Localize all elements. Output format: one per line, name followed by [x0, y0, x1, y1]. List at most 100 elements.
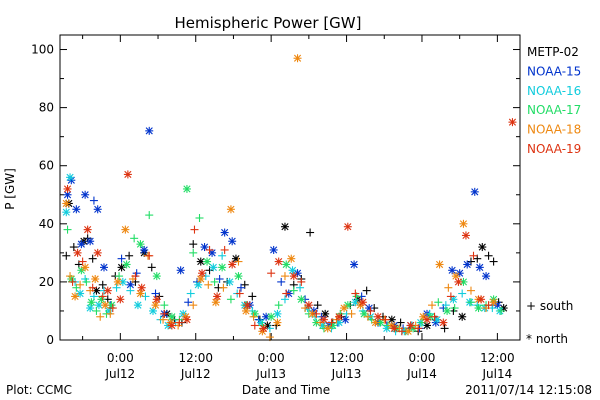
south-point-noaa-17 — [274, 301, 283, 310]
north-point-noaa-19 — [167, 321, 176, 330]
north-point-metp-02 — [458, 312, 467, 321]
north-point-noaa-19 — [182, 315, 191, 324]
south-point-noaa-18 — [347, 309, 356, 318]
north-point-noaa-19 — [390, 324, 399, 333]
south-point-noaa-18 — [76, 280, 85, 289]
north-point-noaa-15 — [86, 237, 95, 246]
north-point-noaa-19 — [335, 312, 344, 321]
y-tick-label: 20 — [39, 275, 54, 289]
north-point-noaa-18 — [101, 301, 110, 310]
north-point-noaa-18 — [121, 225, 130, 234]
south-point-noaa-15 — [215, 275, 224, 283]
north-point-noaa-15 — [93, 205, 102, 214]
north-point-noaa-15 — [448, 266, 457, 275]
south-point-noaa-17 — [115, 272, 124, 281]
y-tick-labels: 0 20 40 60 80 100 — [31, 43, 54, 347]
north-point-noaa-15 — [455, 269, 464, 278]
north-point-noaa-15 — [365, 304, 374, 313]
north-point-noaa-18 — [151, 301, 160, 310]
south-point-metp-02 — [489, 257, 498, 266]
north-point-noaa-19 — [213, 292, 222, 301]
south-point-noaa-19 — [220, 245, 229, 254]
north-point-noaa-15 — [341, 315, 350, 324]
north-point-noaa-17 — [167, 312, 176, 321]
north-point-noaa-15 — [220, 228, 229, 237]
south-point-metp-02 — [69, 243, 78, 252]
x-tick-date: Jul13 — [331, 367, 362, 381]
north-point-noaa-18 — [226, 205, 235, 214]
north-point-noaa-19 — [63, 184, 72, 193]
south-point-noaa-17 — [92, 306, 101, 315]
north-point-noaa-18 — [242, 306, 251, 315]
north-point-noaa-17 — [218, 263, 227, 272]
north-point-noaa-19 — [259, 324, 268, 333]
north-point-noaa-19 — [373, 312, 382, 321]
x-tick-time: 0:00 — [258, 351, 285, 365]
south-point-metp-02 — [362, 286, 371, 295]
north-point-noaa-19 — [152, 295, 161, 304]
north-point-noaa-19 — [289, 272, 298, 281]
south-point-noaa-16 — [126, 286, 135, 295]
north-point-noaa-19 — [103, 286, 112, 295]
north-point-noaa-18 — [273, 318, 282, 327]
north-point-noaa-17 — [152, 272, 161, 281]
north-point-metp-02 — [196, 257, 205, 266]
legend: METP-02 NOAA-15 NOAA-16 NOAA-17 NOAA-18 NOAA-… — [527, 45, 581, 156]
north-point-noaa-19 — [319, 315, 328, 324]
south-point-noaa-19 — [297, 277, 306, 286]
north-point-noaa-19 — [198, 269, 207, 278]
south-point-noaa-19 — [78, 257, 87, 266]
south-point-noaa-16 — [218, 251, 227, 260]
north-point-noaa-19 — [358, 298, 367, 307]
north-point-noaa-18 — [340, 304, 349, 313]
south-point-noaa-17 — [160, 301, 169, 310]
south-point-noaa-19 — [446, 292, 455, 301]
plot-frame — [59, 34, 521, 341]
north-point-noaa-15 — [72, 205, 81, 214]
south-point-noaa-17 — [189, 248, 198, 257]
north-point-noaa-15 — [475, 263, 484, 272]
y-tick-label: 0 — [46, 333, 54, 347]
north-point-noaa-17 — [182, 184, 191, 193]
south-point-noaa-19 — [131, 272, 140, 281]
south-point-noaa-17 — [145, 211, 154, 220]
north-point-noaa-16 — [62, 208, 71, 217]
south-point-noaa-15 — [184, 298, 193, 307]
south-point-noaa-16 — [112, 283, 121, 292]
south-point-noaa-18 — [96, 312, 105, 321]
south-point-noaa-17 — [195, 214, 204, 222]
south-point-noaa-17 — [130, 234, 139, 243]
south-point-metp-02 — [147, 263, 156, 272]
north-point-noaa-16 — [66, 173, 75, 182]
north-point-noaa-18 — [211, 298, 220, 307]
south-point-noaa-19 — [312, 309, 321, 318]
south-point-noaa-18 — [363, 312, 372, 321]
legend-item-noaa-16: NOAA-16 — [527, 84, 581, 98]
north-point-noaa-19 — [243, 301, 252, 310]
south-point-noaa-19 — [267, 269, 276, 278]
north-point-noaa-18 — [489, 298, 498, 307]
north-point-noaa-19 — [123, 170, 132, 179]
tick-marks — [60, 35, 520, 341]
north-point-noaa-17 — [136, 240, 145, 249]
south-point-noaa-18 — [204, 280, 213, 289]
south-point-metp-02 — [396, 318, 405, 327]
south-point-noaa-19 — [282, 289, 291, 298]
y-tick-label: 40 — [39, 217, 54, 231]
y-axis-label: P [GW] — [3, 168, 17, 210]
north-point-noaa-15 — [470, 187, 479, 196]
data-points — [62, 54, 517, 342]
north-point-noaa-16 — [273, 309, 282, 318]
south-point-noaa-18 — [466, 286, 475, 295]
south-point-noaa-19 — [160, 309, 169, 318]
x-tick-time: 12:00 — [178, 351, 213, 365]
south-point-metp-02 — [484, 251, 493, 260]
north-point-noaa-15 — [140, 245, 149, 254]
north-point-noaa-19 — [477, 295, 486, 304]
south-point-noaa-17 — [226, 295, 235, 304]
south-point-noaa-18 — [189, 301, 198, 310]
north-point-noaa-16 — [288, 266, 297, 275]
south-point-metp-02 — [313, 301, 322, 310]
north-point-noaa-15 — [200, 243, 209, 252]
north-point-noaa-17 — [203, 257, 212, 266]
